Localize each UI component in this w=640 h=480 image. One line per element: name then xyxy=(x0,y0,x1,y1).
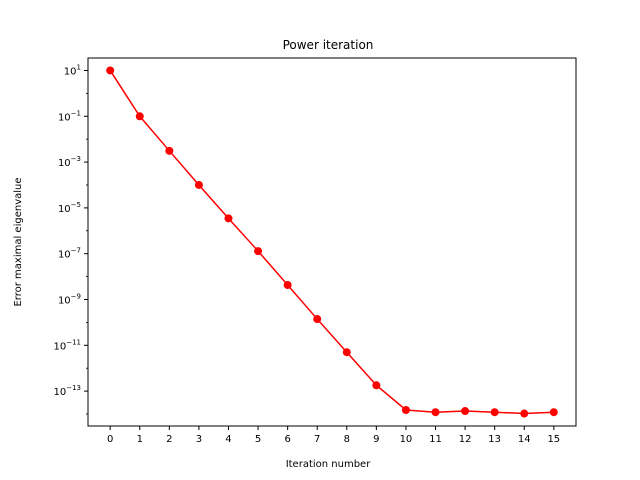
chart-title: Power iteration xyxy=(283,38,374,52)
data-point xyxy=(431,408,440,417)
series-line xyxy=(109,70,554,415)
y-tick-exponent: −11 xyxy=(66,338,81,346)
y-tick-exponent: −13 xyxy=(66,384,81,392)
y-tick-exponent: −3 xyxy=(71,155,81,163)
y-tick-label: 10−1 xyxy=(58,109,81,123)
data-point xyxy=(254,247,263,256)
data-point xyxy=(135,112,144,121)
y-tick-base: 10 xyxy=(53,341,66,352)
data-point xyxy=(549,408,558,417)
y-tick-exponent: −9 xyxy=(71,293,81,301)
y-tick-base: 10 xyxy=(58,296,71,307)
y-tick-label: 101 xyxy=(64,63,81,77)
data-point xyxy=(461,407,470,416)
x-tick-label: 7 xyxy=(314,434,320,445)
data-point xyxy=(165,146,174,155)
data-point xyxy=(401,405,410,414)
y-tick-base: 10 xyxy=(58,250,71,261)
y-tick-label: 10−7 xyxy=(58,247,81,261)
data-point xyxy=(313,315,322,324)
x-tick-label: 5 xyxy=(255,434,261,445)
x-tick-label: 15 xyxy=(547,434,560,445)
y-tick-base: 10 xyxy=(58,204,71,215)
data-point xyxy=(106,66,115,75)
x-tick-label: 0 xyxy=(107,434,113,445)
y-tick-label: 10−11 xyxy=(53,338,81,352)
x-tick-label: 14 xyxy=(518,434,531,445)
y-tick-exponent: 1 xyxy=(77,63,81,71)
y-tick-label: 10−13 xyxy=(53,384,81,398)
data-point xyxy=(283,280,292,289)
x-tick-label: 1 xyxy=(137,434,143,445)
x-tick-label: 11 xyxy=(429,434,442,445)
y-tick-label: 10−3 xyxy=(58,155,81,169)
y-axis-label: Error maximal eigenvalue xyxy=(13,177,24,306)
y-tick-base: 10 xyxy=(58,112,71,123)
data-point xyxy=(520,409,529,418)
x-tick-label: 4 xyxy=(225,434,231,445)
x-tick-label: 2 xyxy=(166,434,172,445)
y-tick-base: 10 xyxy=(58,158,71,169)
x-tick-label: 6 xyxy=(284,434,290,445)
y-tick-base: 10 xyxy=(64,66,77,77)
y-tick-exponent: −7 xyxy=(71,247,81,255)
y-tick-label: 10−5 xyxy=(58,201,81,215)
data-point xyxy=(372,381,381,390)
x-ticks: 0 1 2 3 4 5 6 7 8 9 10 11 12 13 14 15 xyxy=(107,426,560,445)
y-tick-label: 10−9 xyxy=(58,293,81,307)
data-point xyxy=(224,214,233,223)
x-tick-label: 8 xyxy=(344,434,350,445)
y-tick-base: 10 xyxy=(53,387,66,398)
x-tick-label: 3 xyxy=(196,434,202,445)
data-point xyxy=(342,348,351,357)
x-tick-label: 10 xyxy=(400,434,413,445)
x-tick-label: 12 xyxy=(459,434,472,445)
x-tick-label: 9 xyxy=(373,434,379,445)
data-point xyxy=(490,408,499,417)
y-tick-exponent: −5 xyxy=(71,201,81,209)
x-tick-label: 13 xyxy=(488,434,501,445)
plot-frame xyxy=(87,57,577,427)
x-axis-label: Iteration number xyxy=(286,459,372,470)
data-point xyxy=(194,180,203,189)
y-tick-exponent: −1 xyxy=(71,109,81,117)
series-line-group xyxy=(106,66,558,418)
